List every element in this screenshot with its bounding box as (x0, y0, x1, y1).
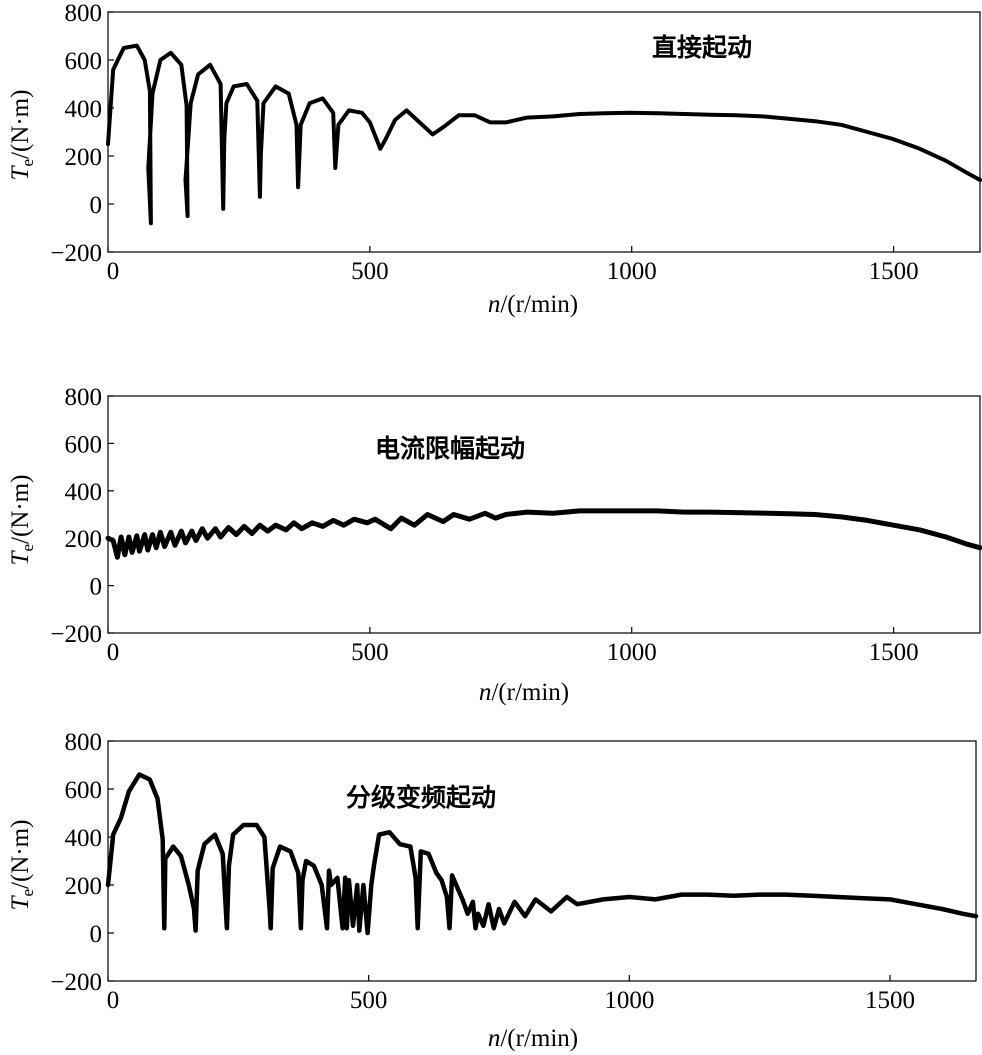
y-tick-label: 400 (65, 96, 103, 123)
x-tick-label: 0 (107, 258, 120, 285)
y-axis-label-sub: e (18, 544, 37, 552)
y-tick-label: 600 (65, 431, 103, 458)
x-axis-label: n/(r/min) (479, 679, 569, 706)
x-axis-label-var: n (488, 291, 501, 318)
y-tick-label: 400 (65, 825, 103, 852)
y-tick-label: 600 (65, 48, 103, 75)
y-axis-label-unit: /(N·m) (7, 475, 34, 544)
x-axis-label: n/(r/min) (488, 1025, 578, 1052)
y-tick-label: −200 (50, 240, 102, 267)
y-tick-label: 800 (65, 0, 103, 27)
series-marks (106, 43, 982, 226)
chart-annotation: 分级变频起动 (346, 783, 496, 812)
y-axis-label-sub: e (18, 889, 37, 897)
y-axis-label: Te/(N·m) (7, 475, 37, 566)
y-axis-label-unit: /(N·m) (7, 90, 34, 159)
plot-frame (107, 740, 977, 982)
y-axis: 800 600 400 200 0 −200 (50, 0, 114, 267)
series-marks (105, 508, 982, 560)
x-tick-label: 1500 (869, 639, 919, 666)
x-tick-label: 1500 (865, 987, 915, 1014)
x-axis-label-unit: /(r/min) (500, 1025, 578, 1052)
x-tick-label: 0 (107, 639, 120, 666)
x-tick-label: 500 (350, 987, 388, 1014)
y-tick-label: 400 (65, 479, 103, 506)
y-axis-label-var: T (7, 164, 34, 180)
plot-frame (107, 395, 981, 634)
y-tick-label: 600 (65, 777, 103, 804)
torque-speed-curve (105, 508, 982, 560)
y-axis-label: Te/(N·m) (7, 820, 37, 911)
x-axis: 0 500 1000 1500 (107, 246, 919, 285)
plot-frame (107, 11, 981, 253)
torque-speed-curve (106, 43, 982, 226)
y-tick-label: 0 (90, 574, 103, 601)
chart-annotation: 直接起动 (652, 33, 752, 62)
y-tick-label: 800 (65, 384, 103, 411)
y-tick-label: 200 (65, 526, 103, 553)
x-axis: 0 500 1000 1500 (107, 627, 919, 666)
y-axis-label: Te/(N·m) (7, 90, 37, 181)
x-tick-label: 0 (107, 987, 120, 1014)
x-axis-label-var: n (479, 679, 492, 706)
y-tick-label: 200 (65, 144, 103, 171)
x-tick-label: 1500 (869, 258, 919, 285)
y-axis-label-sub: e (18, 159, 37, 167)
y-tick-label: 0 (90, 192, 103, 219)
x-tick-label: 1000 (607, 258, 657, 285)
y-axis-label-unit: /(N·m) (7, 820, 34, 889)
y-tick-label: −200 (50, 621, 102, 648)
x-axis-label-unit: /(r/min) (491, 679, 569, 706)
x-tick-label: 500 (351, 639, 389, 666)
y-tick-label: 200 (65, 873, 103, 900)
y-axis: 800 600 400 200 0 −200 (50, 384, 114, 648)
y-axis-label-var: T (7, 894, 34, 910)
series-marks (105, 772, 979, 936)
torque-speed-curve (105, 772, 979, 936)
y-axis-label-var: T (7, 549, 34, 565)
x-tick-label: 1000 (607, 639, 657, 666)
chart-annotation: 电流限幅起动 (375, 434, 525, 463)
y-tick-label: 800 (65, 729, 103, 756)
x-tick-label: 1000 (604, 987, 654, 1014)
x-tick-label: 500 (351, 258, 389, 285)
y-axis: 800 600 400 200 0 −200 (50, 729, 114, 996)
y-tick-label: 0 (90, 921, 103, 948)
x-axis: 0 500 1000 1500 (107, 975, 915, 1014)
y-tick-label: −200 (50, 969, 102, 996)
x-axis-label-var: n (488, 1025, 501, 1052)
x-axis-label: n/(r/min) (488, 291, 578, 318)
x-axis-label-unit: /(r/min) (500, 291, 578, 318)
